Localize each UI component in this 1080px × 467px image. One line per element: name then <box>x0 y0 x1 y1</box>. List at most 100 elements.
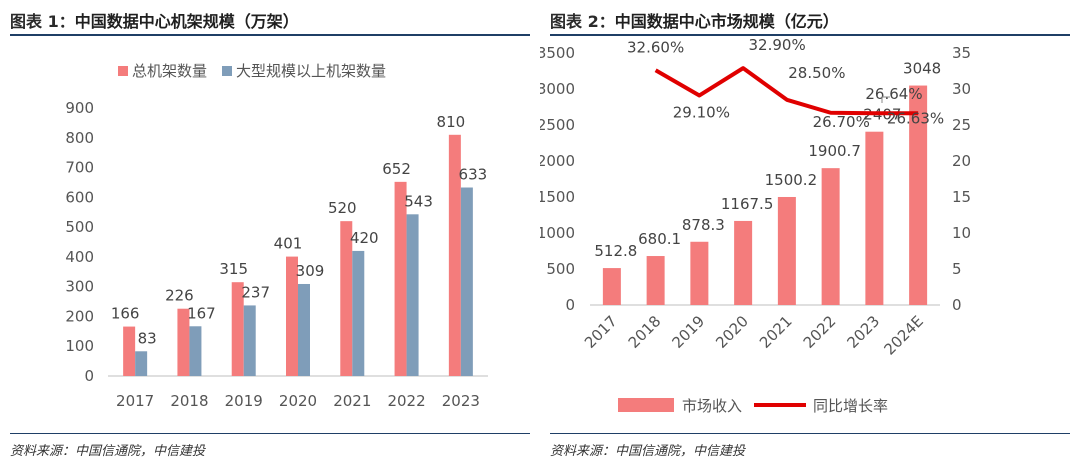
y-right-tick-label: 15 <box>952 188 971 206</box>
chart-title-market-size: 图表 2：中国数据中心市场规模（亿元） <box>550 8 839 32</box>
data-label: 810 <box>437 113 466 131</box>
data-label: 83 <box>138 329 157 347</box>
rate-label: 26.64% <box>865 85 922 103</box>
x-tick-label: 2022 <box>387 392 425 410</box>
y-left-tick-label: 3000 <box>540 80 575 98</box>
y-tick-label: 600 <box>65 188 94 206</box>
data-label: 1900.7 <box>808 142 861 160</box>
rate-label: 32.90% <box>749 36 806 54</box>
x-tick-label: 2018 <box>625 312 665 352</box>
legend-label: 市场收入 <box>682 397 742 415</box>
figure-label: 图表 1： <box>10 12 75 31</box>
data-label: 878.3 <box>682 216 725 234</box>
x-tick-label: 2023 <box>843 312 883 352</box>
rate-label: 28.50% <box>788 64 845 82</box>
growth-rate-line <box>654 66 919 116</box>
x-tick-label: 2020 <box>712 312 752 352</box>
bar <box>177 308 190 376</box>
bar <box>123 326 136 376</box>
rate-label: 26.70% <box>813 113 870 131</box>
bar <box>286 256 298 376</box>
data-label: 166 <box>111 305 140 323</box>
y-left-tick-label: 500 <box>546 260 575 278</box>
legend-swatch <box>222 66 232 76</box>
x-tick-label: 2020 <box>279 392 317 410</box>
bar <box>690 241 709 305</box>
data-label: 226 <box>165 287 194 305</box>
data-label: 309 <box>296 262 325 280</box>
data-label: 1167.5 <box>721 195 774 213</box>
y-tick-label: 800 <box>65 129 94 147</box>
bar <box>865 131 884 305</box>
bar <box>135 351 148 376</box>
y-tick-label: 500 <box>65 218 94 236</box>
y-tick-label: 0 <box>84 367 94 385</box>
bar <box>909 85 928 305</box>
bar <box>460 187 473 376</box>
x-tick-label: 2018 <box>170 392 208 410</box>
figure-title: 中国数据中心市场规模（亿元） <box>614 12 839 31</box>
rate-label: 29.10% <box>673 103 730 121</box>
y-tick-label: 100 <box>65 337 94 355</box>
y-right-tick-label: 30 <box>952 80 971 98</box>
bar <box>298 283 310 376</box>
bar <box>340 221 353 376</box>
y-left-tick-label: 2000 <box>540 152 575 170</box>
bar <box>394 181 407 376</box>
data-label: 652 <box>382 160 411 178</box>
label-leader-line <box>881 96 890 103</box>
chart-title-rack-scale: 图表 1：中国数据中心机架规模（万架） <box>10 8 299 32</box>
figure-label: 图表 2： <box>550 12 615 31</box>
title-divider <box>550 34 1070 36</box>
y-right-tick-label: 20 <box>952 152 971 170</box>
bar <box>352 250 365 376</box>
data-label: 237 <box>241 283 270 301</box>
x-tick-label: 2019 <box>225 392 263 410</box>
chart-panel-market-size: 图表 2：中国数据中心市场规模（亿元） 0 500 1000 1500 2000 2500… <box>540 0 1080 467</box>
bar <box>777 196 796 305</box>
source-note: 资料来源：中国信通院，中信建投 <box>10 444 206 459</box>
data-label: 3048 <box>903 60 941 78</box>
data-label: 543 <box>404 192 433 210</box>
x-tick-label: 2023 <box>442 392 480 410</box>
bar <box>821 168 840 305</box>
chart-panel-rack-scale: 图表 1：中国数据中心机架规模（万架） 总机架数量 大型规模以上机架数量 0 100 2… <box>10 8 530 459</box>
bar <box>189 326 202 376</box>
bar <box>602 268 621 305</box>
y-left-tick-label: 2500 <box>540 116 575 134</box>
y-left-tick-label: 1500 <box>540 188 575 206</box>
y-tick-label: 300 <box>65 278 94 296</box>
y-tick-label: 200 <box>65 307 94 325</box>
y-tick-label: 400 <box>65 248 94 266</box>
data-label: 315 <box>219 260 248 278</box>
data-label: 167 <box>187 304 216 322</box>
figure-title: 中国数据中心机架规模（万架） <box>74 12 299 31</box>
legend-label: 总机架数量 <box>132 62 207 80</box>
y-tick-label: 900 <box>65 99 94 117</box>
data-label: 401 <box>274 235 303 253</box>
x-tick-label: 2019 <box>668 312 708 352</box>
y-left-tick-label: 3500 <box>540 44 575 62</box>
source-note: 资料来源：中国信通院，中信建投 <box>550 444 746 459</box>
y-right-tick-label: 5 <box>952 260 962 278</box>
legend-label: 大型规模以上机架数量 <box>236 62 386 80</box>
y-left-tick-label: 1000 <box>540 224 575 242</box>
bar <box>448 134 461 376</box>
y-tick-label: 700 <box>65 159 94 177</box>
y-right-tick-label: 25 <box>952 116 971 134</box>
data-label: 512.8 <box>594 242 637 260</box>
bar <box>646 256 665 305</box>
y-right-tick-label: 10 <box>952 224 971 242</box>
bar <box>734 220 753 305</box>
data-label: 680.1 <box>638 230 681 248</box>
rate-label: 32.60% <box>627 38 684 56</box>
bar <box>406 214 419 376</box>
title-divider <box>10 34 530 36</box>
legend-label: 同比增长率 <box>813 397 888 415</box>
rack-scale-chart: 总机架数量 大型规模以上机架数量 0 100 200 300 400 500 600 700 800… <box>65 62 488 410</box>
x-tick-label: 2021 <box>756 312 796 352</box>
data-label: 1500.2 <box>765 171 818 189</box>
data-label: 633 <box>459 166 488 184</box>
x-tick-label: 2022 <box>800 312 840 352</box>
y-right-tick-label: 35 <box>952 44 971 62</box>
